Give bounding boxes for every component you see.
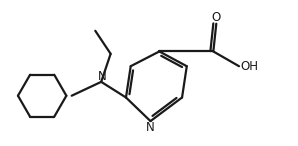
Text: N: N (146, 121, 155, 134)
Text: N: N (98, 70, 107, 83)
Text: OH: OH (240, 60, 258, 73)
Text: O: O (212, 11, 221, 24)
